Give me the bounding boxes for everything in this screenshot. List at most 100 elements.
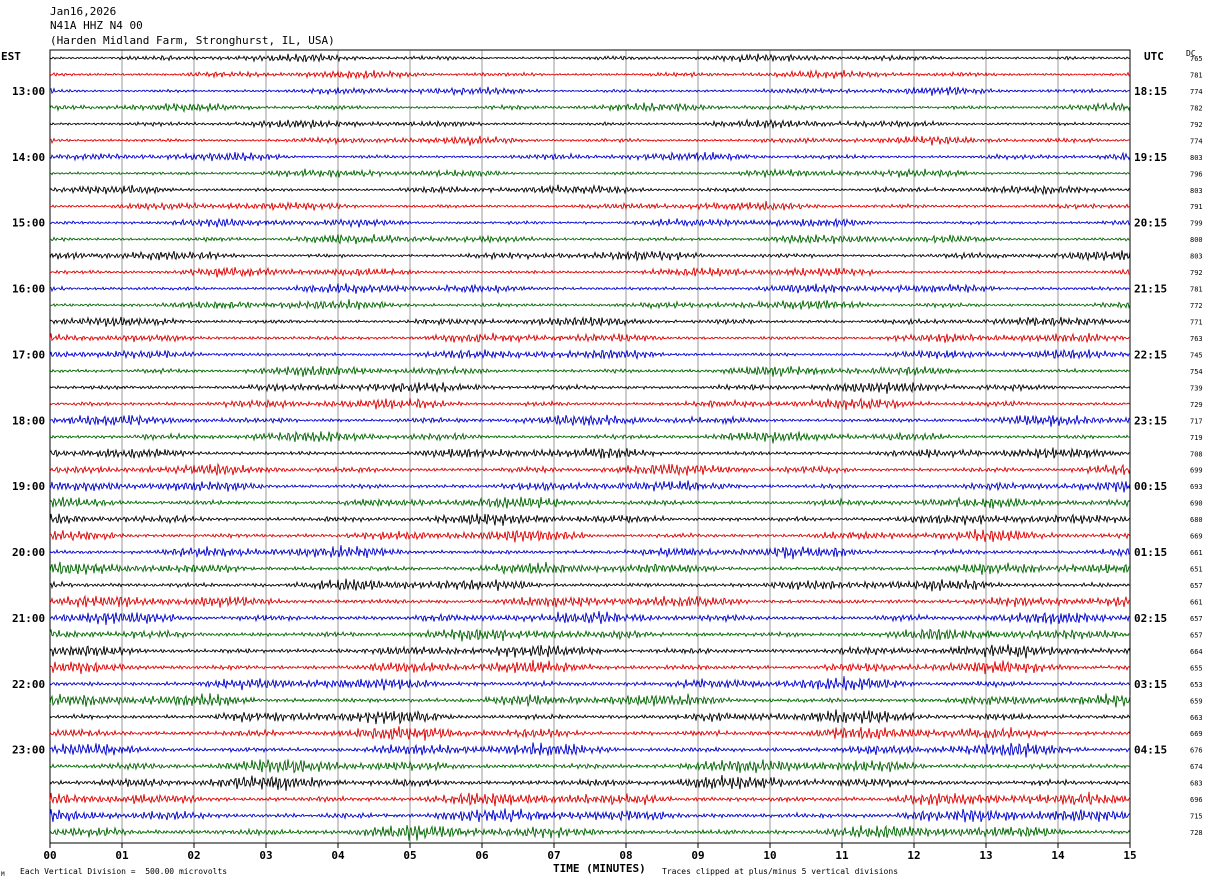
seismic-trace (49, 52, 1131, 63)
seismic-trace (49, 628, 1131, 642)
dc-offset-label: 763 (1190, 335, 1203, 343)
dc-offset-label: 791 (1190, 203, 1203, 211)
utc-hour-label: 18:15 (1134, 85, 1167, 98)
seismic-trace (49, 774, 1131, 791)
dc-offset-label: 699 (1190, 467, 1203, 475)
seismic-trace (49, 808, 1131, 823)
seismic-trace (49, 266, 1131, 278)
seismic-trace (49, 693, 1131, 708)
x-tick-label: 09 (691, 849, 704, 862)
x-tick-label: 13 (979, 849, 992, 862)
dc-offset-label: 676 (1190, 747, 1203, 755)
dc-offset-label: 803 (1190, 187, 1203, 195)
dc-offset-label: 782 (1190, 104, 1203, 112)
seismic-trace (49, 791, 1131, 807)
utc-hour-label: 03:15 (1134, 678, 1167, 691)
x-tick-label: 07 (547, 849, 560, 862)
dc-offset-label: 781 (1190, 286, 1203, 294)
est-hour-label: 15:00 (12, 217, 45, 230)
utc-label: UTC (1144, 50, 1164, 63)
seismic-trace (49, 594, 1131, 608)
seismic-trace (49, 332, 1131, 344)
dc-offset-label: 765 (1190, 55, 1203, 63)
utc-hour-label: 23:15 (1134, 414, 1167, 427)
seismic-trace (49, 299, 1131, 310)
x-tick-label: 08 (619, 849, 632, 862)
clip-note: Traces clipped at plus/minus 5 vertical … (662, 867, 899, 876)
seismic-trace (49, 200, 1131, 212)
dc-offset-label: 800 (1190, 236, 1203, 244)
x-tick-label: 06 (475, 849, 489, 862)
est-hour-label: 13:00 (12, 85, 45, 98)
corner-mark: M (1, 871, 5, 878)
dc-offset-label: 803 (1190, 154, 1203, 162)
seismic-trace (49, 561, 1131, 576)
seismic-trace (49, 545, 1131, 560)
dc-offset-label: 792 (1190, 121, 1203, 129)
x-tick-label: 01 (115, 849, 129, 862)
dc-offset-label: 693 (1190, 483, 1203, 491)
seismic-trace (49, 824, 1131, 841)
dc-offset-label: 669 (1190, 533, 1203, 541)
x-tick-label: 02 (187, 849, 200, 862)
seismic-trace (49, 742, 1131, 758)
dc-offset-label: 683 (1190, 780, 1203, 788)
dc-offset-label: 771 (1190, 319, 1203, 327)
seismic-trace (49, 447, 1131, 459)
dc-offset-label: 680 (1190, 516, 1203, 524)
seismic-trace (49, 348, 1131, 361)
est-hour-label: 17:00 (12, 348, 45, 361)
seismic-trace (49, 68, 1131, 80)
seismic-trace (49, 430, 1131, 444)
dc-offset-label: 674 (1190, 763, 1203, 771)
seismic-trace (49, 316, 1131, 328)
dc-offset-label: 772 (1190, 302, 1203, 310)
dc-offset-label: 803 (1190, 253, 1203, 261)
dc-offset-label: 659 (1190, 697, 1203, 705)
seismic-trace (49, 528, 1131, 543)
seismic-trace (49, 578, 1131, 592)
seismic-trace (49, 480, 1131, 493)
dc-offset-label: 690 (1190, 500, 1203, 508)
est-hour-label: 20:00 (12, 546, 45, 559)
seismic-trace (49, 167, 1131, 179)
est-hour-label: 19:00 (12, 480, 45, 493)
record-date: Jan16,2026 (50, 5, 117, 18)
seismic-trace (49, 414, 1131, 427)
station-code: N41A HHZ N4 00 (50, 19, 143, 32)
x-tick-label: 15 (1123, 849, 1136, 862)
x-tick-label: 10 (763, 849, 776, 862)
dc-offset-label: 653 (1190, 681, 1203, 689)
seismic-trace (49, 101, 1131, 114)
seismic-trace (49, 496, 1131, 509)
station-location: (Harden Midland Farm, Stronghurst, IL, U… (50, 34, 335, 47)
est-hour-label: 22:00 (12, 678, 45, 691)
dc-offset-label: 745 (1190, 351, 1203, 359)
scale-note: Each Vertical Division = 500.00 microvol… (20, 867, 228, 876)
est-hour-label: 21:00 (12, 612, 45, 625)
seismic-trace (49, 462, 1131, 477)
dc-offset-label: 728 (1190, 829, 1203, 837)
x-tick-label: 12 (907, 849, 920, 862)
x-tick-label: 14 (1051, 849, 1065, 862)
dc-offset-label: 663 (1190, 714, 1203, 722)
dc-offset-label: 661 (1190, 598, 1203, 606)
seismic-trace (49, 611, 1131, 625)
seismic-trace (49, 381, 1131, 394)
dc-offset-label: 651 (1190, 566, 1203, 574)
seismic-trace (49, 397, 1131, 410)
utc-hour-label: 21:15 (1134, 283, 1167, 296)
est-hour-label: 16:00 (12, 283, 45, 296)
x-tick-label: 03 (259, 849, 272, 862)
dc-label: DC (1186, 49, 1196, 58)
seismic-trace (49, 184, 1131, 196)
dc-offset-label: 696 (1190, 796, 1203, 804)
seismic-trace (49, 234, 1131, 245)
dc-offset-label: 664 (1190, 648, 1203, 656)
dc-offset-label: 661 (1190, 549, 1203, 557)
utc-hour-label: 22:15 (1134, 348, 1167, 361)
dc-offset-label: 657 (1190, 615, 1203, 623)
x-axis-title: TIME (MINUTES) (553, 862, 646, 875)
dc-offset-label: 708 (1190, 450, 1203, 458)
utc-hour-label: 20:15 (1134, 217, 1167, 230)
